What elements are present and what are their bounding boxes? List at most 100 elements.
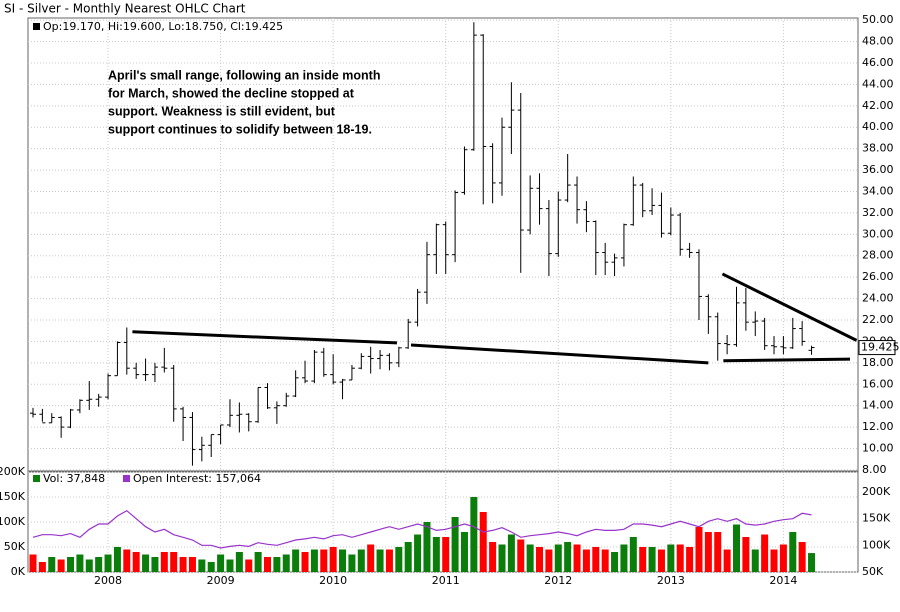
volume-bar [507, 534, 515, 572]
y-tick-label: 200K [0, 465, 26, 478]
volume-bar [779, 544, 787, 572]
y-tick-label: 34.00 [862, 184, 894, 197]
volume-bar [367, 544, 375, 572]
volume-bar [667, 544, 675, 572]
volume-bar [620, 544, 628, 572]
volume-bar [38, 562, 46, 572]
volume-bar [545, 549, 553, 572]
y-tick-label: 0K [11, 565, 26, 578]
volume-bar [207, 562, 215, 572]
volume-bar [264, 557, 271, 572]
volume-bar [179, 557, 187, 572]
volume-bar [282, 554, 290, 572]
volume-bar [489, 542, 497, 572]
trendline [132, 330, 398, 345]
ohlc-header: Op:19.170, Hi:19.600, Lo:18.750, Cl:19.4… [43, 20, 283, 33]
annotation: support. Weakness is still evident, but [108, 104, 336, 118]
volume-bar [789, 532, 797, 572]
volume-bar [310, 549, 318, 572]
volume-bar [573, 544, 581, 572]
volume-bar [142, 554, 150, 572]
volume-bar [385, 549, 393, 572]
volume-bar [198, 559, 206, 572]
volume-bar [414, 534, 422, 572]
annotation: support continues to solidify between 18… [108, 122, 372, 136]
volume-bar [611, 552, 619, 572]
volume-bar [48, 557, 56, 572]
volume-bar [432, 537, 440, 572]
volume-bar [113, 547, 121, 572]
volume-bar [695, 527, 703, 572]
y-tick-label: 22.00 [862, 313, 894, 326]
volume-bar [132, 552, 140, 572]
volume-bar [770, 549, 778, 572]
y-tick-label: 40.00 [862, 120, 894, 133]
volume-bar [498, 544, 506, 572]
volume-bar [160, 552, 168, 572]
volume-bar [29, 554, 37, 572]
x-tick-label: 2008 [94, 574, 122, 587]
volume-bar [742, 537, 750, 572]
header-marker [33, 23, 40, 30]
y2-tick-label: 100K [862, 538, 891, 551]
volume-bar [639, 547, 647, 572]
x-tick-label: 2011 [432, 574, 460, 587]
volume-bar [554, 544, 562, 572]
volume-bar [235, 552, 243, 572]
last-price-box [858, 340, 896, 356]
volume-bar [104, 554, 112, 572]
volume-bar [442, 537, 450, 572]
volume-bar [292, 549, 300, 572]
annotation: for March, showed the decline stopped at [108, 86, 355, 100]
volume-bar [85, 559, 93, 572]
y-tick-label: 32.00 [862, 206, 894, 219]
y-tick-label: 50.00 [862, 13, 894, 26]
volume-bar [67, 557, 75, 572]
y2-tick-label: 150K [862, 512, 891, 525]
y2-tick-label: 50K [862, 565, 884, 578]
trendline [721, 272, 858, 342]
volume-bar [536, 547, 544, 572]
volume-bar [808, 553, 816, 572]
volume-bar [376, 549, 384, 572]
volume-bar [217, 554, 225, 572]
volume-bar [517, 539, 525, 572]
volume-bar [188, 557, 196, 572]
volume-bar [460, 532, 468, 572]
volume-bar [57, 559, 65, 572]
volume-bar [170, 552, 178, 572]
y-tick-label: 10.00 [862, 442, 894, 455]
volume-bar [676, 544, 684, 572]
x-tick-label: 2012 [544, 574, 572, 587]
volume-bar [329, 547, 337, 572]
volume-bar [273, 557, 281, 572]
volume-bar [564, 542, 572, 572]
y-tick-label: 30.00 [862, 227, 894, 240]
annotation: April's small range, following an inside… [108, 68, 380, 82]
volume-bar [714, 532, 722, 572]
volume-bar [704, 532, 712, 572]
volume-bar [320, 549, 328, 572]
volume-bar [404, 542, 412, 572]
x-tick-label: 2009 [207, 574, 235, 587]
volume-bar [123, 549, 131, 572]
x-tick-label: 2014 [769, 574, 797, 587]
last-price-label: 19.425 [861, 341, 900, 354]
volume-bar [479, 512, 487, 572]
price-panel [27, 17, 859, 472]
volume-bar [629, 537, 637, 572]
volume-bar [301, 552, 309, 572]
y2-tick-label: 200K [862, 485, 891, 498]
y-tick-label: 8.00 [862, 463, 887, 476]
y-tick-label: 26.00 [862, 270, 894, 283]
volume-bar [451, 517, 459, 572]
volume-bar [339, 549, 347, 572]
volume-bar [582, 549, 590, 572]
x-tick-label: 2013 [657, 574, 685, 587]
y-tick-label: 24.00 [862, 292, 894, 305]
y-tick-label: 50K [4, 540, 26, 553]
volume-bar [592, 547, 600, 572]
volume-bar [95, 557, 103, 572]
